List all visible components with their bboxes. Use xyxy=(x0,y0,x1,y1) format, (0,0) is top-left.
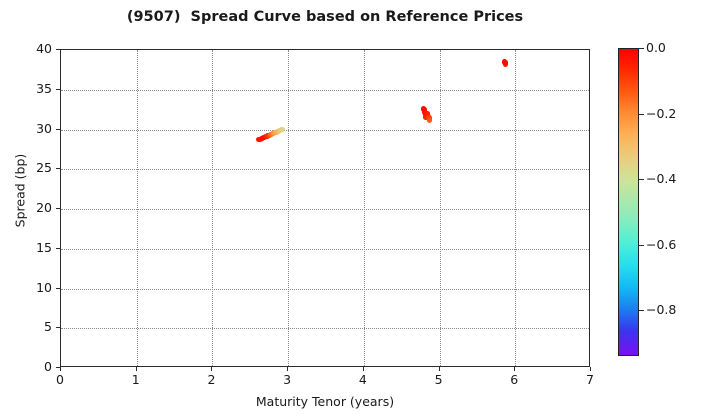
x-tick-label: 0 xyxy=(56,372,64,387)
scatter-point xyxy=(427,117,433,123)
gridline-vertical xyxy=(515,50,517,366)
colorbar-tick-label: −0.4 xyxy=(646,171,677,187)
y-tick-label: 25 xyxy=(36,160,52,176)
x-tick-mark xyxy=(287,367,289,371)
page-title: (9507) Spread Curve based on Reference P… xyxy=(126,9,524,25)
y-tick-label: 30 xyxy=(36,120,52,136)
x-tick-label: 6 xyxy=(510,372,519,387)
x-tick-mark xyxy=(590,367,591,371)
x-tick-label: 7 xyxy=(586,372,594,387)
gridline-horizontal xyxy=(61,169,589,171)
y-tick-mark xyxy=(56,327,60,329)
y-tick-label: 15 xyxy=(36,239,52,255)
colorbar-tick-mark xyxy=(639,48,644,49)
x-axis-label: Maturity Tenor (years) xyxy=(255,394,395,409)
colorbar-tick-label: −0.8 xyxy=(646,302,677,318)
y-tick-mark xyxy=(56,88,60,90)
gridline-vertical xyxy=(439,50,441,366)
x-tick-mark xyxy=(514,367,516,371)
colorbar-tick-label: 0.0 xyxy=(646,40,666,55)
scatter-point xyxy=(503,59,509,65)
x-tick-mark xyxy=(211,367,213,371)
y-tick-label: 0 xyxy=(44,359,52,374)
gridline-horizontal xyxy=(61,248,589,250)
gridline-horizontal xyxy=(61,129,589,131)
gridline-vertical xyxy=(136,50,138,366)
x-tick-label: 1 xyxy=(131,372,140,387)
x-tick-mark xyxy=(60,367,61,371)
gridline-vertical xyxy=(288,50,290,366)
colorbar-gradient xyxy=(618,48,639,356)
y-tick-mark xyxy=(56,168,60,170)
y-tick-mark xyxy=(56,247,60,249)
colorbar-tick-mark xyxy=(639,113,644,115)
x-tick-label: 4 xyxy=(358,372,367,387)
y-tick-label: 10 xyxy=(36,279,52,295)
colorbar-tick-label: −0.6 xyxy=(646,236,677,252)
gridline-horizontal xyxy=(61,328,589,330)
y-tick-mark xyxy=(56,287,60,289)
x-tick-label: 3 xyxy=(283,372,292,387)
scatter-point xyxy=(280,126,286,133)
colorbar-tick-mark xyxy=(639,244,644,246)
y-axis-label: Spread (bp) xyxy=(12,153,28,228)
colorbar-tick-mark xyxy=(639,179,644,181)
gridline-vertical xyxy=(363,50,365,366)
y-tick-label: 5 xyxy=(44,319,52,335)
y-tick-label: 40 xyxy=(36,41,52,56)
x-tick-label: 2 xyxy=(207,372,216,387)
gridline-horizontal xyxy=(61,209,589,210)
x-tick-mark xyxy=(438,367,440,371)
colorbar-tick-label: −0.2 xyxy=(646,105,677,121)
y-tick-mark xyxy=(56,367,60,368)
gridline-horizontal xyxy=(61,288,589,290)
colorbar-tick-mark xyxy=(639,310,644,312)
colorbar xyxy=(618,48,639,356)
x-tick-mark xyxy=(135,367,137,371)
y-tick-label: 20 xyxy=(36,200,52,215)
gridline-horizontal xyxy=(61,89,589,91)
y-tick-mark xyxy=(56,208,60,209)
gridline-vertical xyxy=(212,50,214,366)
y-tick-label: 35 xyxy=(36,80,52,96)
y-tick-mark xyxy=(56,49,60,50)
y-tick-mark xyxy=(56,128,60,130)
x-tick-mark xyxy=(362,367,364,371)
x-tick-label: 5 xyxy=(434,372,443,387)
plot-area xyxy=(60,49,590,367)
